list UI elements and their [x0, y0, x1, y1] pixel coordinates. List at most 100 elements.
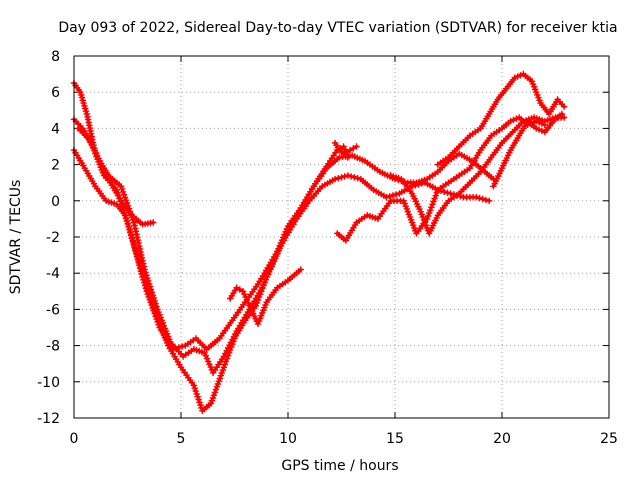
data-point-marker: [441, 188, 448, 195]
data-point-marker: [245, 299, 252, 307]
x-tick-label: 20: [493, 431, 511, 447]
data-point-marker: [191, 385, 198, 392]
data-point-marker: [418, 180, 425, 187]
data-point-marker: [233, 284, 240, 291]
series-line: [335, 115, 547, 243]
series-6: [334, 114, 548, 244]
data-point-marker: [444, 189, 451, 196]
data-point-marker: [431, 195, 438, 202]
data-point-marker: [433, 189, 440, 196]
series-2: [70, 116, 497, 376]
data-point-marker: [383, 194, 390, 201]
data-point-marker: [340, 150, 347, 157]
data-point-marker: [236, 286, 244, 293]
x-tick-label: 10: [279, 431, 297, 447]
series-5: [227, 266, 304, 328]
axis-ticks: 0 5 10 15 20 25 -12 -10 -8 -6 -4 -2 0 2 4 6 8: [37, 49, 618, 447]
y-tick-label: -10: [37, 375, 60, 391]
data-point-marker: [220, 353, 227, 360]
data-point-marker: [412, 182, 419, 189]
y-tick-label: 2: [51, 158, 60, 174]
x-tick-label: 25: [600, 431, 618, 447]
data-point-marker: [335, 175, 342, 182]
data-point-marker: [201, 349, 208, 356]
series-8: [490, 110, 566, 190]
x-tick-label: 0: [70, 431, 79, 447]
data-point-marker: [175, 344, 183, 351]
data-point-marker: [432, 192, 439, 199]
data-point-marker: [389, 192, 397, 199]
data-point-marker: [331, 175, 339, 183]
y-tick-label: 8: [51, 49, 60, 65]
data-point-marker: [203, 355, 211, 362]
data-point-marker: [140, 276, 147, 284]
y-tick-label: -2: [46, 230, 60, 246]
data-point-marker: [351, 174, 358, 181]
data-point-marker: [150, 294, 157, 302]
data-point-marker: [482, 196, 490, 204]
data-point-marker: [169, 346, 176, 353]
data-point-marker: [297, 266, 304, 273]
data-point-marker: [533, 125, 540, 132]
data-point-marker: [338, 174, 345, 181]
grid-lines: [74, 56, 609, 418]
data-point-marker: [476, 194, 483, 202]
series-10: [387, 114, 568, 237]
data-point-marker: [206, 361, 213, 368]
data-point-marker: [221, 361, 229, 368]
data-point-marker: [425, 212, 432, 220]
data-point-marker: [538, 127, 546, 134]
data-point-marker: [479, 195, 486, 203]
data-point-marker: [429, 201, 436, 208]
data-point-marker: [426, 209, 433, 217]
data-point-marker: [150, 219, 157, 226]
series-9: [331, 139, 360, 157]
data-point-marker: [353, 143, 360, 150]
data-point-marker: [243, 296, 251, 304]
y-tick-label: 6: [51, 85, 60, 101]
data-point-marker: [148, 289, 156, 296]
data-point-marker: [142, 282, 149, 289]
data-point-marker: [430, 198, 437, 205]
data-point-marker: [239, 288, 247, 295]
data-point-marker: [130, 219, 138, 226]
data-point-marker: [415, 181, 422, 188]
data-point-marker: [344, 172, 352, 179]
data-point-marker: [230, 333, 237, 340]
chart-title: Day 093 of 2022, Sidereal Day-to-day VTE…: [58, 20, 617, 36]
data-point-marker: [198, 404, 205, 412]
data-point-marker: [427, 207, 434, 214]
y-tick-label: 4: [51, 121, 60, 137]
x-tick-label: 15: [386, 431, 404, 447]
data-point-marker: [132, 228, 140, 235]
data-point-marker: [560, 114, 568, 121]
data-point-marker: [178, 343, 186, 350]
data-point-marker: [392, 191, 400, 198]
data-point-marker: [172, 345, 179, 352]
series-7: [434, 70, 568, 168]
data-point-marker: [220, 364, 227, 371]
data-point-marker: [560, 103, 568, 110]
data-point-marker: [133, 251, 140, 258]
data-point-marker: [222, 358, 230, 365]
y-tick-label: 0: [51, 194, 60, 210]
data-point-marker: [144, 274, 151, 282]
data-point-marker: [428, 204, 435, 211]
data-point-marker: [473, 194, 480, 201]
data-point-marker: [510, 116, 517, 124]
data-point-marker: [511, 74, 518, 81]
data-point-marker: [341, 173, 348, 180]
data-point-marker: [135, 256, 142, 264]
data-point-marker: [447, 190, 454, 197]
data-point-marker: [152, 300, 159, 307]
data-point-marker: [486, 197, 493, 204]
x-axis-label: GPS time / hours: [281, 458, 398, 474]
y-tick-label: -6: [46, 302, 60, 318]
plot-frame: [73, 55, 610, 419]
data-point-marker: [137, 265, 144, 272]
x-tick-label: 5: [177, 431, 186, 447]
data-point-marker: [354, 175, 361, 182]
data-point-marker: [146, 283, 154, 290]
series-3: [70, 146, 493, 353]
